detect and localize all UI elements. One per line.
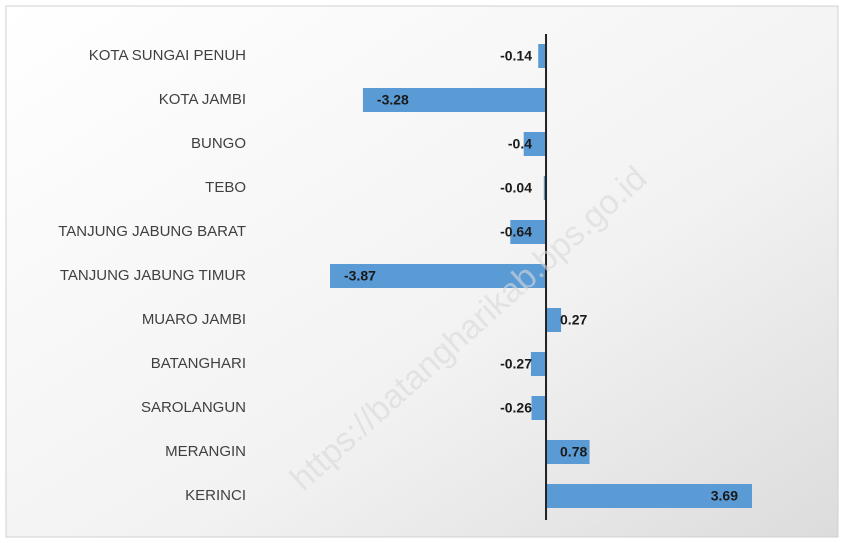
bar bbox=[546, 484, 752, 508]
data-label: -0.64 bbox=[500, 224, 532, 240]
bar bbox=[523, 132, 547, 156]
bar bbox=[330, 264, 547, 288]
data-label: -0.27 bbox=[500, 356, 532, 372]
data-label: 0.27 bbox=[560, 312, 587, 328]
category-label: SAROLANGUN bbox=[141, 399, 246, 416]
category-label: BATANGHARI bbox=[151, 355, 246, 372]
bar bbox=[510, 220, 547, 244]
bar bbox=[531, 396, 547, 420]
category-label: BUNGO bbox=[191, 135, 246, 152]
bar bbox=[538, 44, 547, 68]
data-label: -0.14 bbox=[500, 48, 532, 64]
bar bbox=[546, 308, 562, 332]
data-label: -0.04 bbox=[500, 180, 532, 196]
category-label: TANJUNG JABUNG TIMUR bbox=[60, 267, 246, 284]
category-label: MUARO JAMBI bbox=[142, 311, 246, 328]
data-label: -0.26 bbox=[500, 400, 532, 416]
category-label: TEBO bbox=[205, 179, 246, 196]
data-label: -3.87 bbox=[344, 268, 376, 284]
data-label: -3.28 bbox=[377, 92, 409, 108]
category-label: KOTA JAMBI bbox=[159, 91, 246, 108]
category-label: KOTA SUNGAI PENUH bbox=[89, 47, 246, 64]
bar bbox=[530, 352, 547, 376]
bar bbox=[362, 88, 547, 112]
data-label: -0.4 bbox=[508, 136, 532, 152]
data-label: 0.78 bbox=[560, 444, 587, 460]
data-label: 3.69 bbox=[711, 488, 738, 504]
category-label: MERANGIN bbox=[165, 443, 246, 460]
category-label: KERINCI bbox=[185, 487, 246, 504]
bar bbox=[546, 440, 590, 464]
category-label: TANJUNG JABUNG BARAT bbox=[58, 223, 246, 240]
bar bbox=[543, 176, 547, 200]
